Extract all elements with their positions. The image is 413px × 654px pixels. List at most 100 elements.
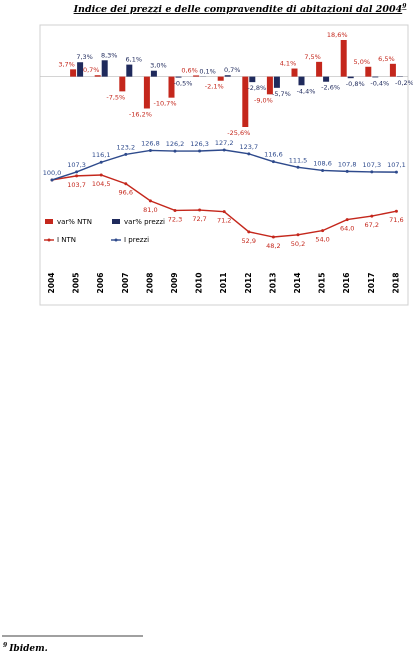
data-label: 71,6 (389, 216, 403, 224)
data-label: 126,3 (190, 140, 209, 148)
data-label: 107,1 (387, 161, 406, 169)
data-label: 18,6% (327, 31, 348, 39)
data-label: 6,1% (126, 56, 143, 64)
x-tick-label: 2018 (391, 273, 400, 294)
data-label: 123,2 (116, 143, 135, 151)
x-tick-label: 2005 (72, 273, 81, 294)
data-label: 107,3 (67, 161, 86, 169)
title-note: 9 (402, 3, 407, 10)
data-label: 3,7% (58, 60, 75, 68)
point (173, 149, 177, 153)
point (148, 199, 152, 203)
point (50, 178, 54, 182)
data-label: 3,0% (150, 62, 167, 70)
data-label: -0,2% (395, 79, 413, 87)
point (148, 148, 152, 152)
data-label: 116,6 (264, 151, 283, 159)
bar (143, 76, 150, 109)
title: Indice dei prezzi e delle compravendite … (73, 3, 408, 15)
bar (316, 61, 323, 77)
data-label: 0,6% (181, 66, 198, 74)
x-tick-label: 2014 (293, 273, 302, 294)
bar (298, 76, 305, 86)
point (247, 152, 251, 156)
bar (70, 69, 77, 77)
data-label: 104,5 (92, 180, 111, 188)
point (271, 235, 275, 239)
data-label: -4,4% (297, 87, 316, 95)
data-label: 72,3 (168, 215, 182, 223)
data-label: 6,5% (378, 55, 395, 63)
bar (242, 76, 249, 127)
bar (168, 76, 175, 98)
data-label: -7,5% (106, 93, 125, 101)
bar (389, 63, 396, 77)
data-label: 54,0 (315, 236, 329, 244)
data-label: 0,1% (199, 67, 216, 75)
footnote-number: 9 (3, 642, 8, 649)
data-label: 126,8 (141, 139, 160, 147)
data-label: 108,6 (313, 159, 332, 167)
footnote-text: Ibidem. (8, 644, 48, 654)
data-label: 52,9 (242, 237, 256, 245)
data-label: 127,2 (215, 139, 234, 147)
legend-swatch (114, 238, 118, 242)
bar (323, 76, 330, 82)
bar (150, 70, 157, 77)
data-label: 8,3% (101, 51, 118, 59)
point (370, 170, 374, 174)
data-label: 96,6 (119, 189, 133, 197)
data-label: 50,2 (291, 240, 305, 248)
x-tick-label: 2010 (195, 273, 204, 294)
point (198, 208, 202, 212)
x-tick-label: 2015 (318, 273, 327, 294)
bar (347, 76, 354, 79)
point (394, 170, 398, 174)
data-label: 116,1 (92, 151, 111, 159)
data-label: 4,1% (280, 60, 297, 68)
point (75, 174, 79, 178)
data-label: 111,5 (289, 156, 308, 164)
bar (175, 76, 182, 78)
data-label: 100,0 (43, 169, 62, 177)
bar (94, 75, 101, 77)
data-label: 64,0 (340, 225, 354, 233)
bar (249, 76, 256, 83)
point (198, 149, 202, 153)
data-label: 72,7 (192, 215, 206, 223)
x-tick-label: 2011 (219, 273, 228, 294)
point (345, 218, 349, 222)
data-label: -0,5% (174, 80, 193, 88)
bar (101, 60, 108, 77)
chart-frame (39, 24, 409, 306)
bar (224, 75, 231, 77)
legend-swatch (45, 219, 53, 224)
x-tick-label: 2017 (367, 273, 376, 294)
data-label: 48,2 (266, 242, 280, 250)
legend-label: I prezzi (124, 236, 149, 244)
point (124, 152, 128, 156)
point (321, 229, 325, 233)
x-tick-label: 2013 (268, 273, 277, 294)
data-label: 0,7% (224, 66, 241, 74)
legend-label: var% NTN (57, 218, 92, 226)
data-label: -5,7% (272, 90, 291, 98)
bar (119, 76, 126, 92)
bar (77, 62, 84, 77)
data-label: 126,2 (166, 140, 185, 148)
bar (217, 76, 224, 81)
bar (193, 75, 200, 77)
data-label: 5,0% (354, 58, 371, 66)
bar (291, 68, 298, 77)
legend-swatch (112, 219, 120, 224)
data-label: -9,0% (254, 96, 273, 104)
data-label: -0,8% (346, 80, 365, 88)
data-label: -16,2% (129, 110, 152, 118)
bar (266, 76, 273, 95)
point (394, 209, 398, 213)
data-label: 107,8 (338, 160, 357, 168)
point (124, 182, 128, 186)
data-label: -25,6% (227, 129, 250, 137)
legend-label: I NTN (57, 236, 76, 244)
